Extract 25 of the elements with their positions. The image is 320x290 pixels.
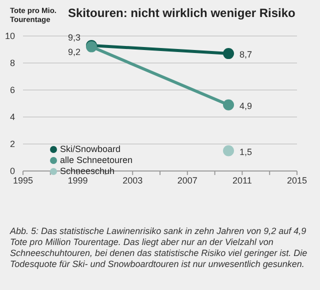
point (223, 99, 234, 110)
data-label: 9,2 (68, 46, 80, 57)
data-label: 4,9 (240, 100, 252, 111)
caption: Abb. 5: Das statistische Lawinenrisiko sank in zehn Jahren von 9,2 auf 4,9 Tote pro Million Tourentage. Das liegt aber nur an der Vielzahl von Schneeschuhtouren, bei denen das statistische Risiko viel geringer ist. Die Todesquote für Ski- und Snowboardtouren ist nur unwesentlich gesunken. (10, 226, 308, 270)
data-label: 9,3 (68, 32, 80, 42)
x-tick-label: 2011 (232, 175, 252, 186)
point (223, 145, 234, 156)
y-tick-label: 8 (10, 58, 15, 68)
x-tick-label: 1995 (12, 175, 34, 186)
x-tick-label: 2015 (286, 175, 308, 186)
legend-label: Schneeschuh (59, 166, 116, 177)
y-tick-label: 0 (10, 166, 15, 176)
data-label: 1,5 (240, 146, 252, 157)
point (223, 48, 234, 60)
legend-label: Ski/Snowboard (59, 144, 122, 155)
y-tick-label: 4 (10, 112, 15, 122)
x-tick-label: 2003 (122, 175, 143, 186)
x-tick-label: 1999 (68, 175, 88, 186)
y-tick-label: 6 (10, 85, 15, 96)
x-tick-label: 2007 (177, 175, 198, 186)
y-tick-label: 2 (10, 139, 15, 150)
chart-title: Skitouren: nicht wirklich weniger Risiko (68, 6, 296, 20)
legend-label: alle Schneetouren (59, 155, 134, 166)
y-tick-label: 10 (4, 31, 15, 42)
data-label: 8,7 (240, 50, 252, 60)
